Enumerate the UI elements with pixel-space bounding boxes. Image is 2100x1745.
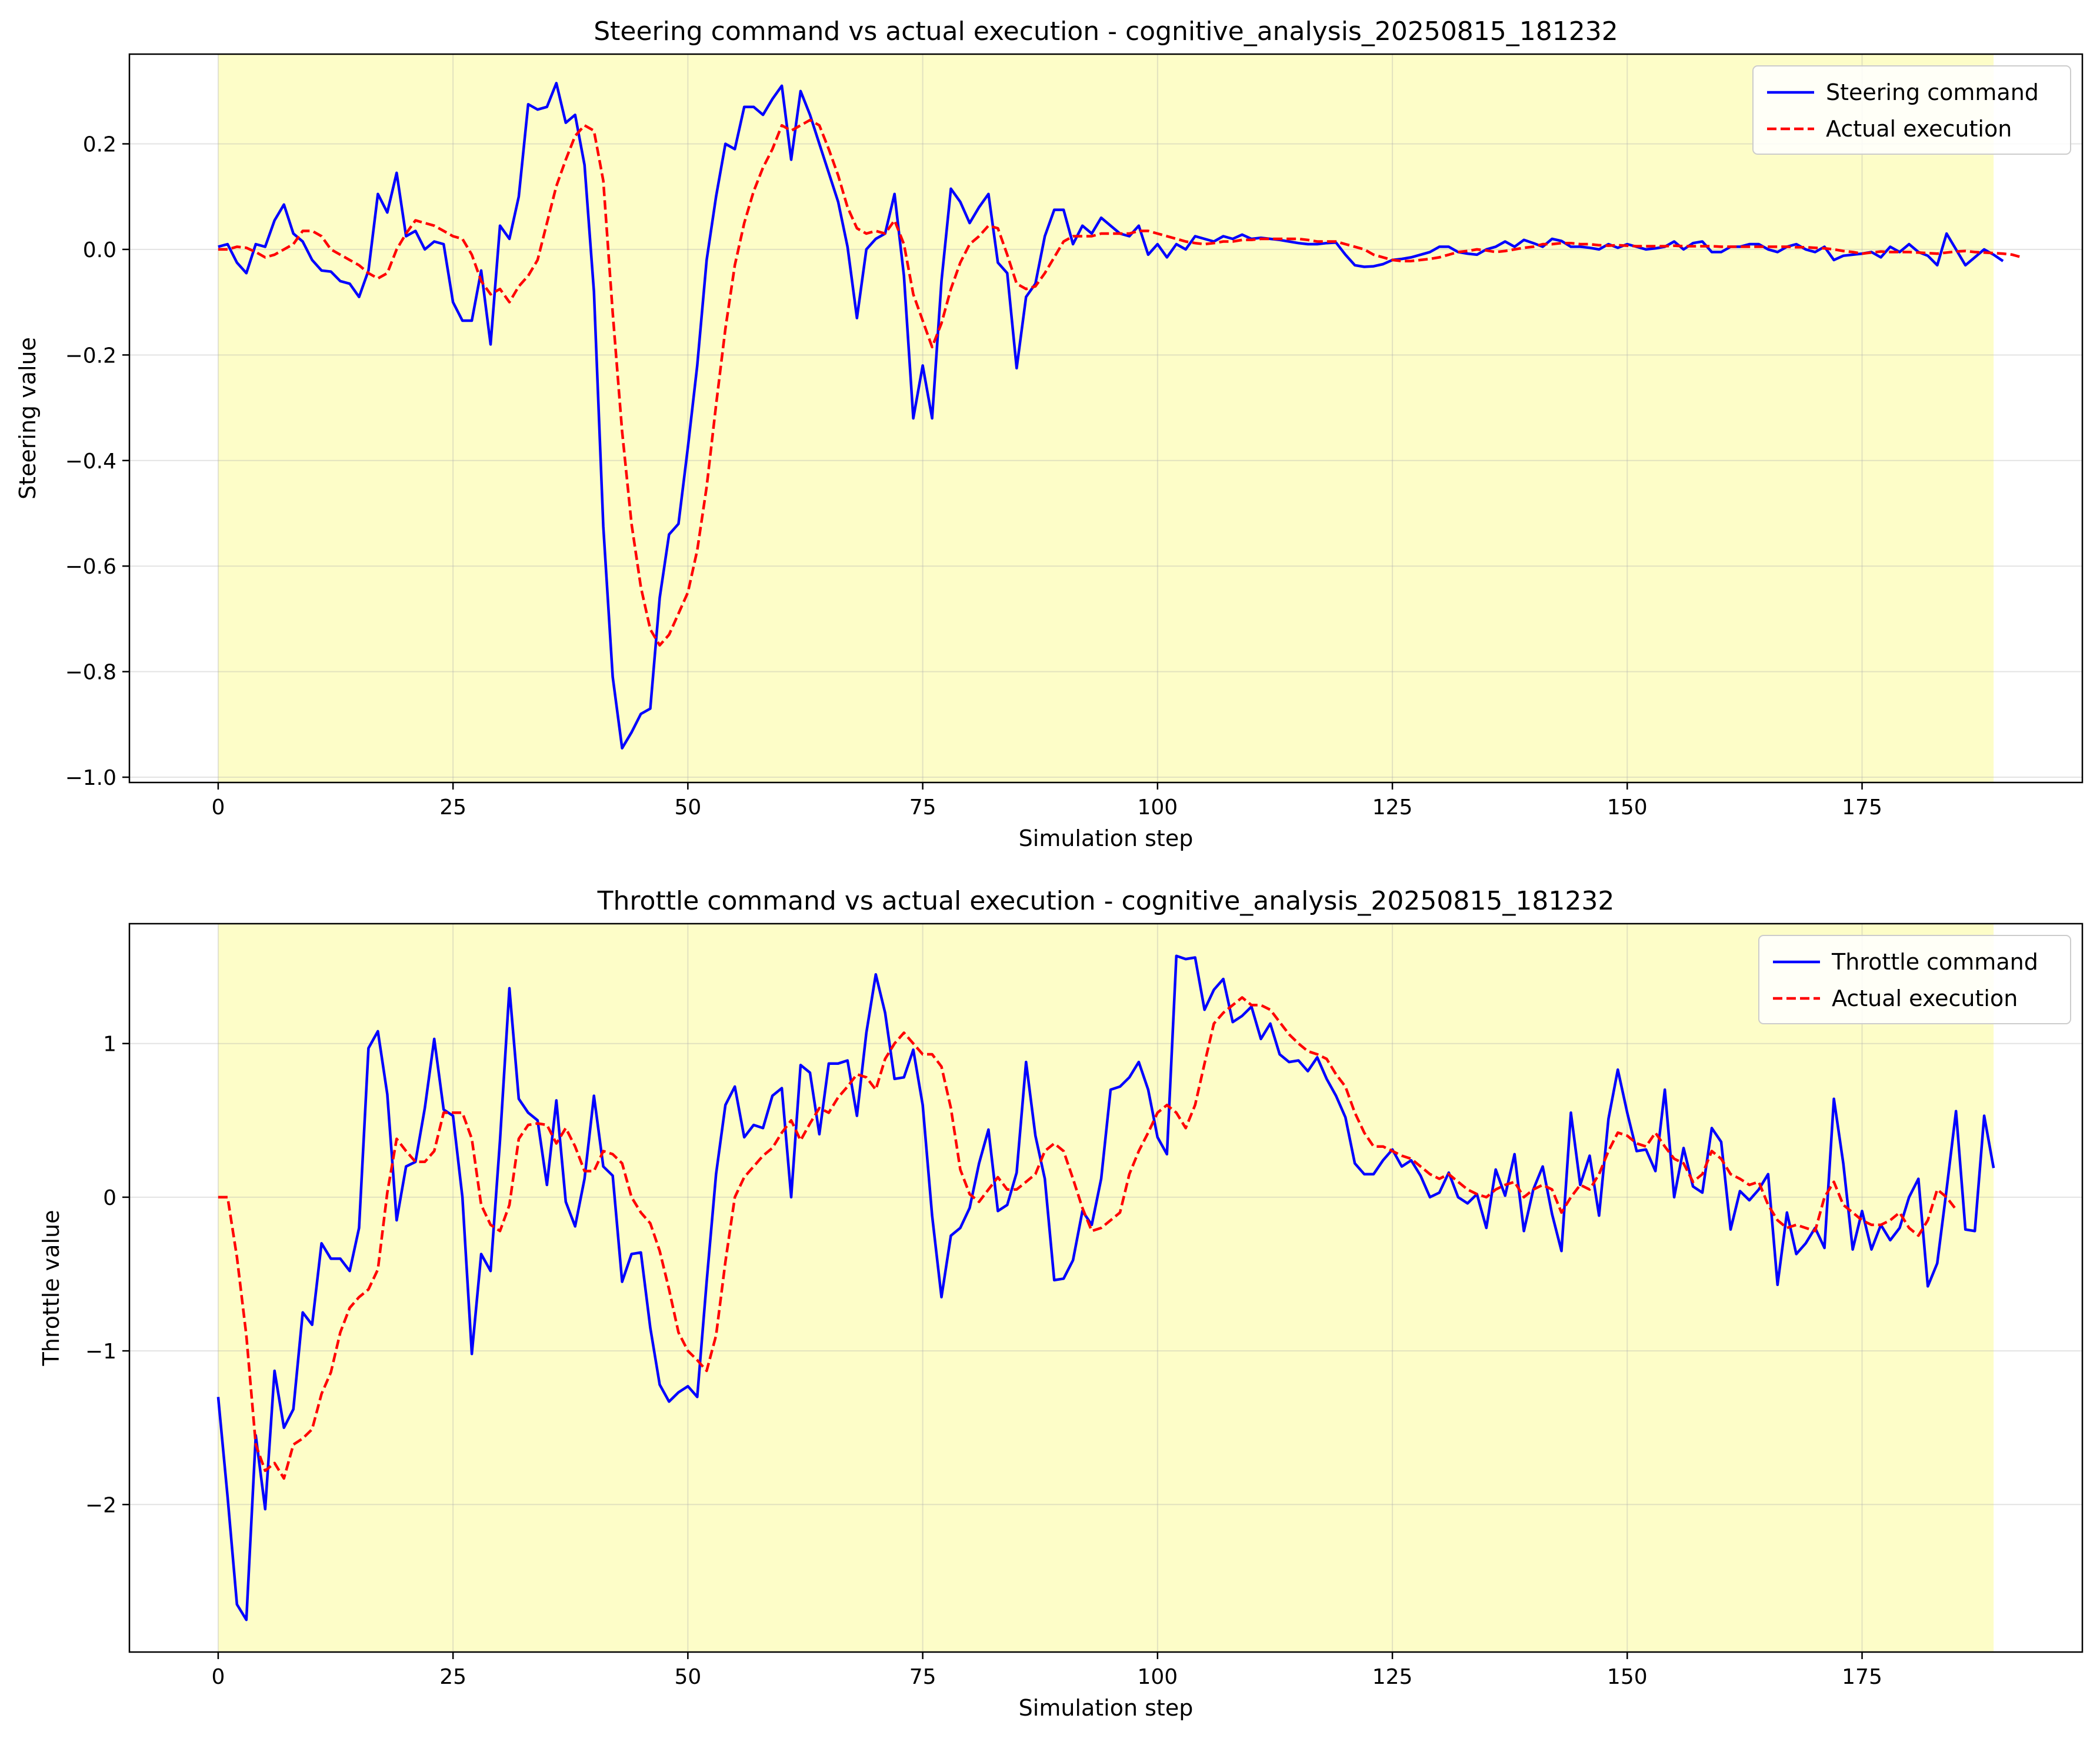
steering-x-tick-label: 0 <box>211 795 225 820</box>
steering-legend-label-actual: Actual execution <box>1826 116 2012 142</box>
steering-legend-box <box>1752 65 2071 155</box>
throttle-chart-title: Throttle command vs actual execution - c… <box>597 886 1615 916</box>
steering-axes-frame <box>128 53 2084 784</box>
throttle-x-tick-label: 175 <box>1842 1665 1882 1689</box>
throttle-legend-label-actual: Actual execution <box>1832 985 2018 1011</box>
throttle-y-tick-label: 1 <box>103 1033 116 1057</box>
throttle-highlight-span <box>218 924 1994 1652</box>
throttle-series-line-actual <box>218 996 1957 1480</box>
steering-x-tick-label: 100 <box>1137 795 1178 820</box>
throttle-chart-panel: 0 25 50 75 100 125 150 175 −2 −1 0 1 Throttle comman… <box>38 886 2084 1721</box>
steering-y-tick-label: −0.2 <box>65 344 116 368</box>
throttle-axes-frame <box>128 923 2084 1653</box>
steering-y-axis-label: Steering value <box>15 337 41 499</box>
throttle-legend-box <box>1758 935 2071 1024</box>
steering-x-tick-label: 175 <box>1842 795 1882 820</box>
steering-x-tick-label: 125 <box>1372 795 1413 820</box>
throttle-series-line-command <box>216 954 1995 1621</box>
steering-x-tick-label: 25 <box>439 795 466 820</box>
steering-y-tick-label: 0.2 <box>83 133 116 157</box>
steering-y-tick-label: 0.0 <box>83 238 116 262</box>
steering-legend-label-command: Steering command <box>1826 79 2039 105</box>
throttle-x-tick-label: 75 <box>909 1665 936 1689</box>
steering-highlight-span <box>218 54 1994 782</box>
steering-series-line-actual <box>218 118 2022 647</box>
steering-y-tick-label: −1.0 <box>65 766 116 790</box>
steering-y-tick-label: −0.6 <box>65 555 116 579</box>
throttle-y-tick-label: −1 <box>85 1340 116 1364</box>
throttle-x-tick-label: 0 <box>211 1665 225 1689</box>
throttle-x-tick-label: 25 <box>439 1665 466 1689</box>
throttle-y-tick-label: −2 <box>85 1493 116 1517</box>
throttle-x-tick-label: 150 <box>1607 1665 1648 1689</box>
throttle-x-tick-label: 50 <box>674 1665 701 1689</box>
steering-y-tick-label: −0.8 <box>65 661 116 685</box>
steering-x-axis-label: Simulation step <box>1019 825 1194 851</box>
throttle-legend-label-command: Throttle command <box>1831 949 2038 975</box>
steering-x-tick-label: 50 <box>674 795 701 820</box>
steering-legend: Steering command Actual execution <box>1752 65 2071 155</box>
throttle-x-axis-label: Simulation step <box>1019 1695 1194 1721</box>
steering-chart-title: Steering command vs actual execution - c… <box>594 16 1618 46</box>
throttle-x-tick-label: 100 <box>1137 1665 1178 1689</box>
steering-x-tick-label: 75 <box>909 795 936 820</box>
throttle-legend: Throttle command Actual execution <box>1758 935 2071 1024</box>
steering-chart-panel: 0 25 50 75 100 125 150 175 −1.0 −0.8 −0.6 −0.4 −0.2 0… <box>15 16 2084 851</box>
throttle-y-tick-label: 0 <box>103 1186 116 1210</box>
steering-y-tick-label: −0.4 <box>65 449 116 474</box>
throttle-y-axis-label: Throttle value <box>38 1210 64 1367</box>
throttle-x-tick-label: 125 <box>1372 1665 1413 1689</box>
steering-x-tick-label: 150 <box>1607 795 1648 820</box>
